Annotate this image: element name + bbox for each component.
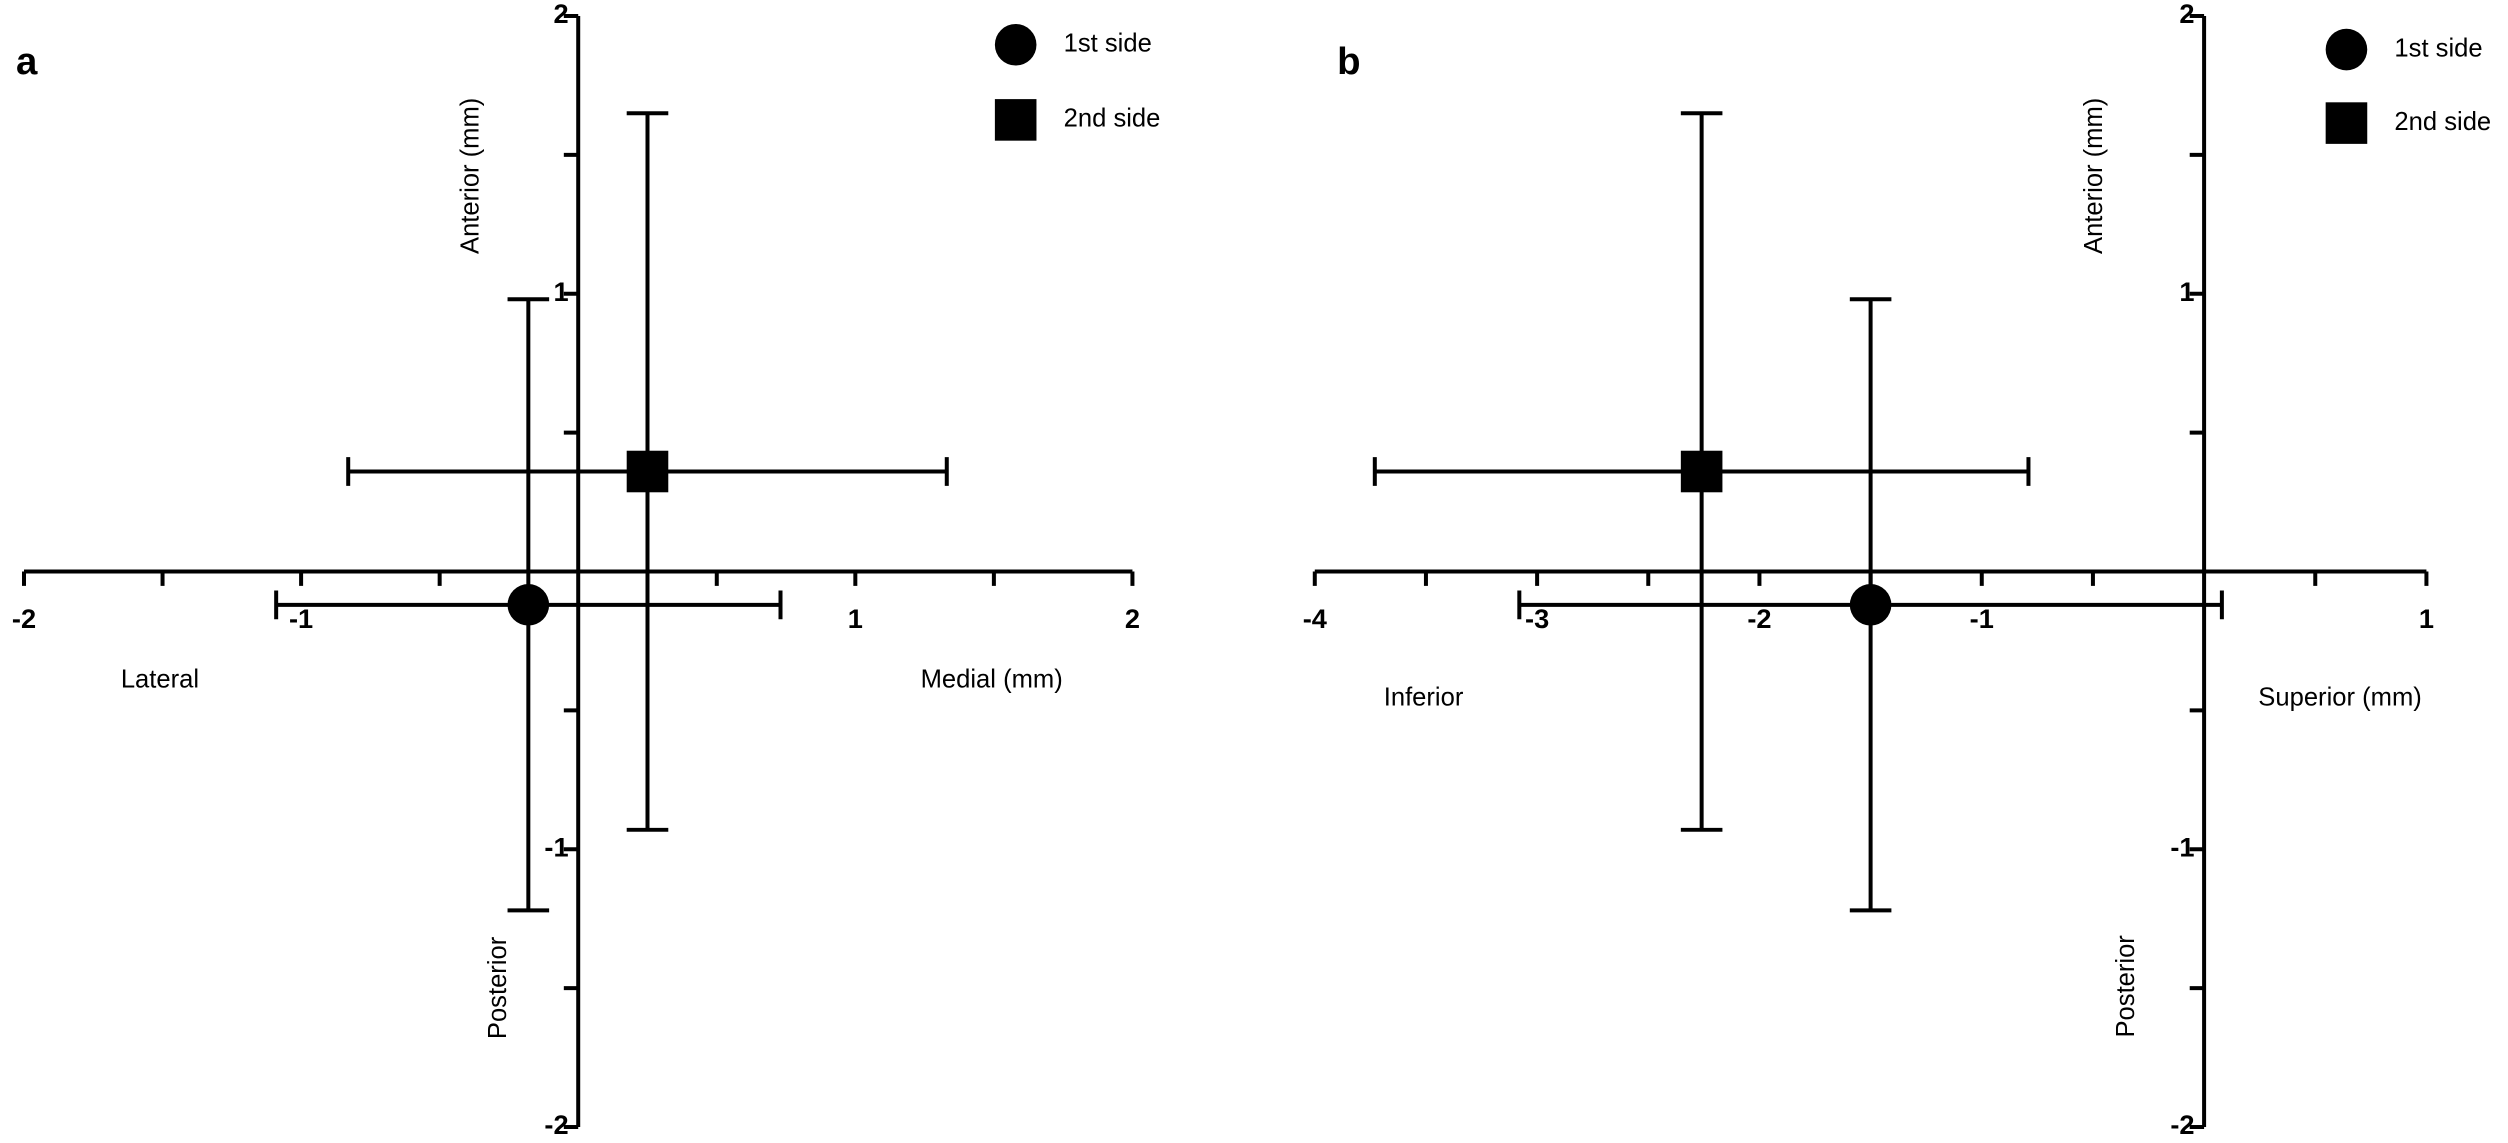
x-label-right: Superior (mm) (2258, 683, 2421, 711)
x-tick-label: -4 (1303, 603, 1327, 634)
y-label-top: Anterior (mm) (2080, 98, 2108, 254)
y-tick-label: -1 (544, 831, 568, 862)
y-tick-label: 2 (553, 0, 568, 29)
y-tick-label: -2 (2170, 1109, 2194, 1140)
legend-marker (2325, 28, 2368, 71)
y-label-bottom: Posterior (484, 936, 512, 1039)
x-tick-label: -2 (1747, 603, 1771, 634)
legend-marker (2325, 102, 2368, 144)
x-tick-label: 1 (848, 603, 863, 634)
x-tick-label: 2 (1125, 603, 1140, 634)
panel-label: a (16, 40, 38, 83)
legend-marker (994, 23, 1037, 66)
x-tick-label: -1 (1970, 603, 1994, 634)
y-tick-label: 1 (2179, 276, 2194, 307)
x-label-left: Lateral (121, 666, 199, 694)
legend-label: 2nd side (2394, 108, 2491, 136)
panel-label: b (1337, 40, 1360, 83)
point (507, 584, 550, 626)
legend-label: 2nd side (1064, 105, 1161, 133)
y-tick-label: 2 (2179, 0, 2194, 29)
point (1849, 584, 1892, 626)
x-tick-label: -2 (12, 603, 36, 634)
point (626, 450, 669, 493)
y-label-top: Anterior (mm) (457, 98, 485, 254)
y-tick-label: 1 (553, 276, 568, 307)
legend-label: 1st side (1064, 30, 1152, 58)
x-tick-label: 1 (2419, 603, 2434, 634)
y-tick-label: -1 (2170, 831, 2194, 862)
x-tick-label: -3 (1525, 603, 1549, 634)
x-tick-label: -1 (289, 603, 313, 634)
legend-marker (994, 99, 1037, 141)
y-label-bottom: Posterior (2112, 935, 2140, 1038)
x-label-left: Inferior (1384, 683, 1464, 711)
y-tick-label: -2 (544, 1109, 568, 1140)
point (1680, 450, 1723, 493)
x-label-right: Medial (mm) (921, 666, 1063, 694)
legend-label: 1st side (2394, 34, 2482, 62)
